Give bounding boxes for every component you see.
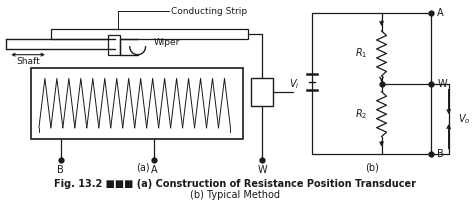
Text: $V_o$: $V_o$ — [457, 112, 470, 126]
Text: Shaft: Shaft — [16, 57, 40, 66]
Text: $V_i$: $V_i$ — [290, 77, 300, 91]
Text: A: A — [151, 165, 158, 175]
Text: $R_2$: $R_2$ — [356, 107, 368, 121]
Bar — [31, 68, 243, 139]
Text: W: W — [438, 79, 447, 89]
Text: Fig. 13.2 ■■■ (a) Construction of Resistance Position Transducer: Fig. 13.2 ■■■ (a) Construction of Resist… — [55, 179, 416, 189]
Text: B: B — [437, 149, 444, 159]
Text: (b): (b) — [365, 162, 379, 172]
Text: Conducting Strip: Conducting Strip — [171, 7, 247, 16]
Text: A: A — [437, 8, 444, 18]
Text: (b) Typical Method: (b) Typical Method — [191, 190, 281, 200]
Bar — [251, 78, 273, 106]
Bar — [51, 29, 248, 39]
Text: (a): (a) — [136, 162, 149, 172]
Text: B: B — [57, 165, 64, 175]
Text: Wiper: Wiper — [154, 38, 180, 47]
Text: $R_1$: $R_1$ — [356, 47, 368, 60]
Bar — [108, 35, 120, 55]
Text: W: W — [257, 165, 267, 175]
